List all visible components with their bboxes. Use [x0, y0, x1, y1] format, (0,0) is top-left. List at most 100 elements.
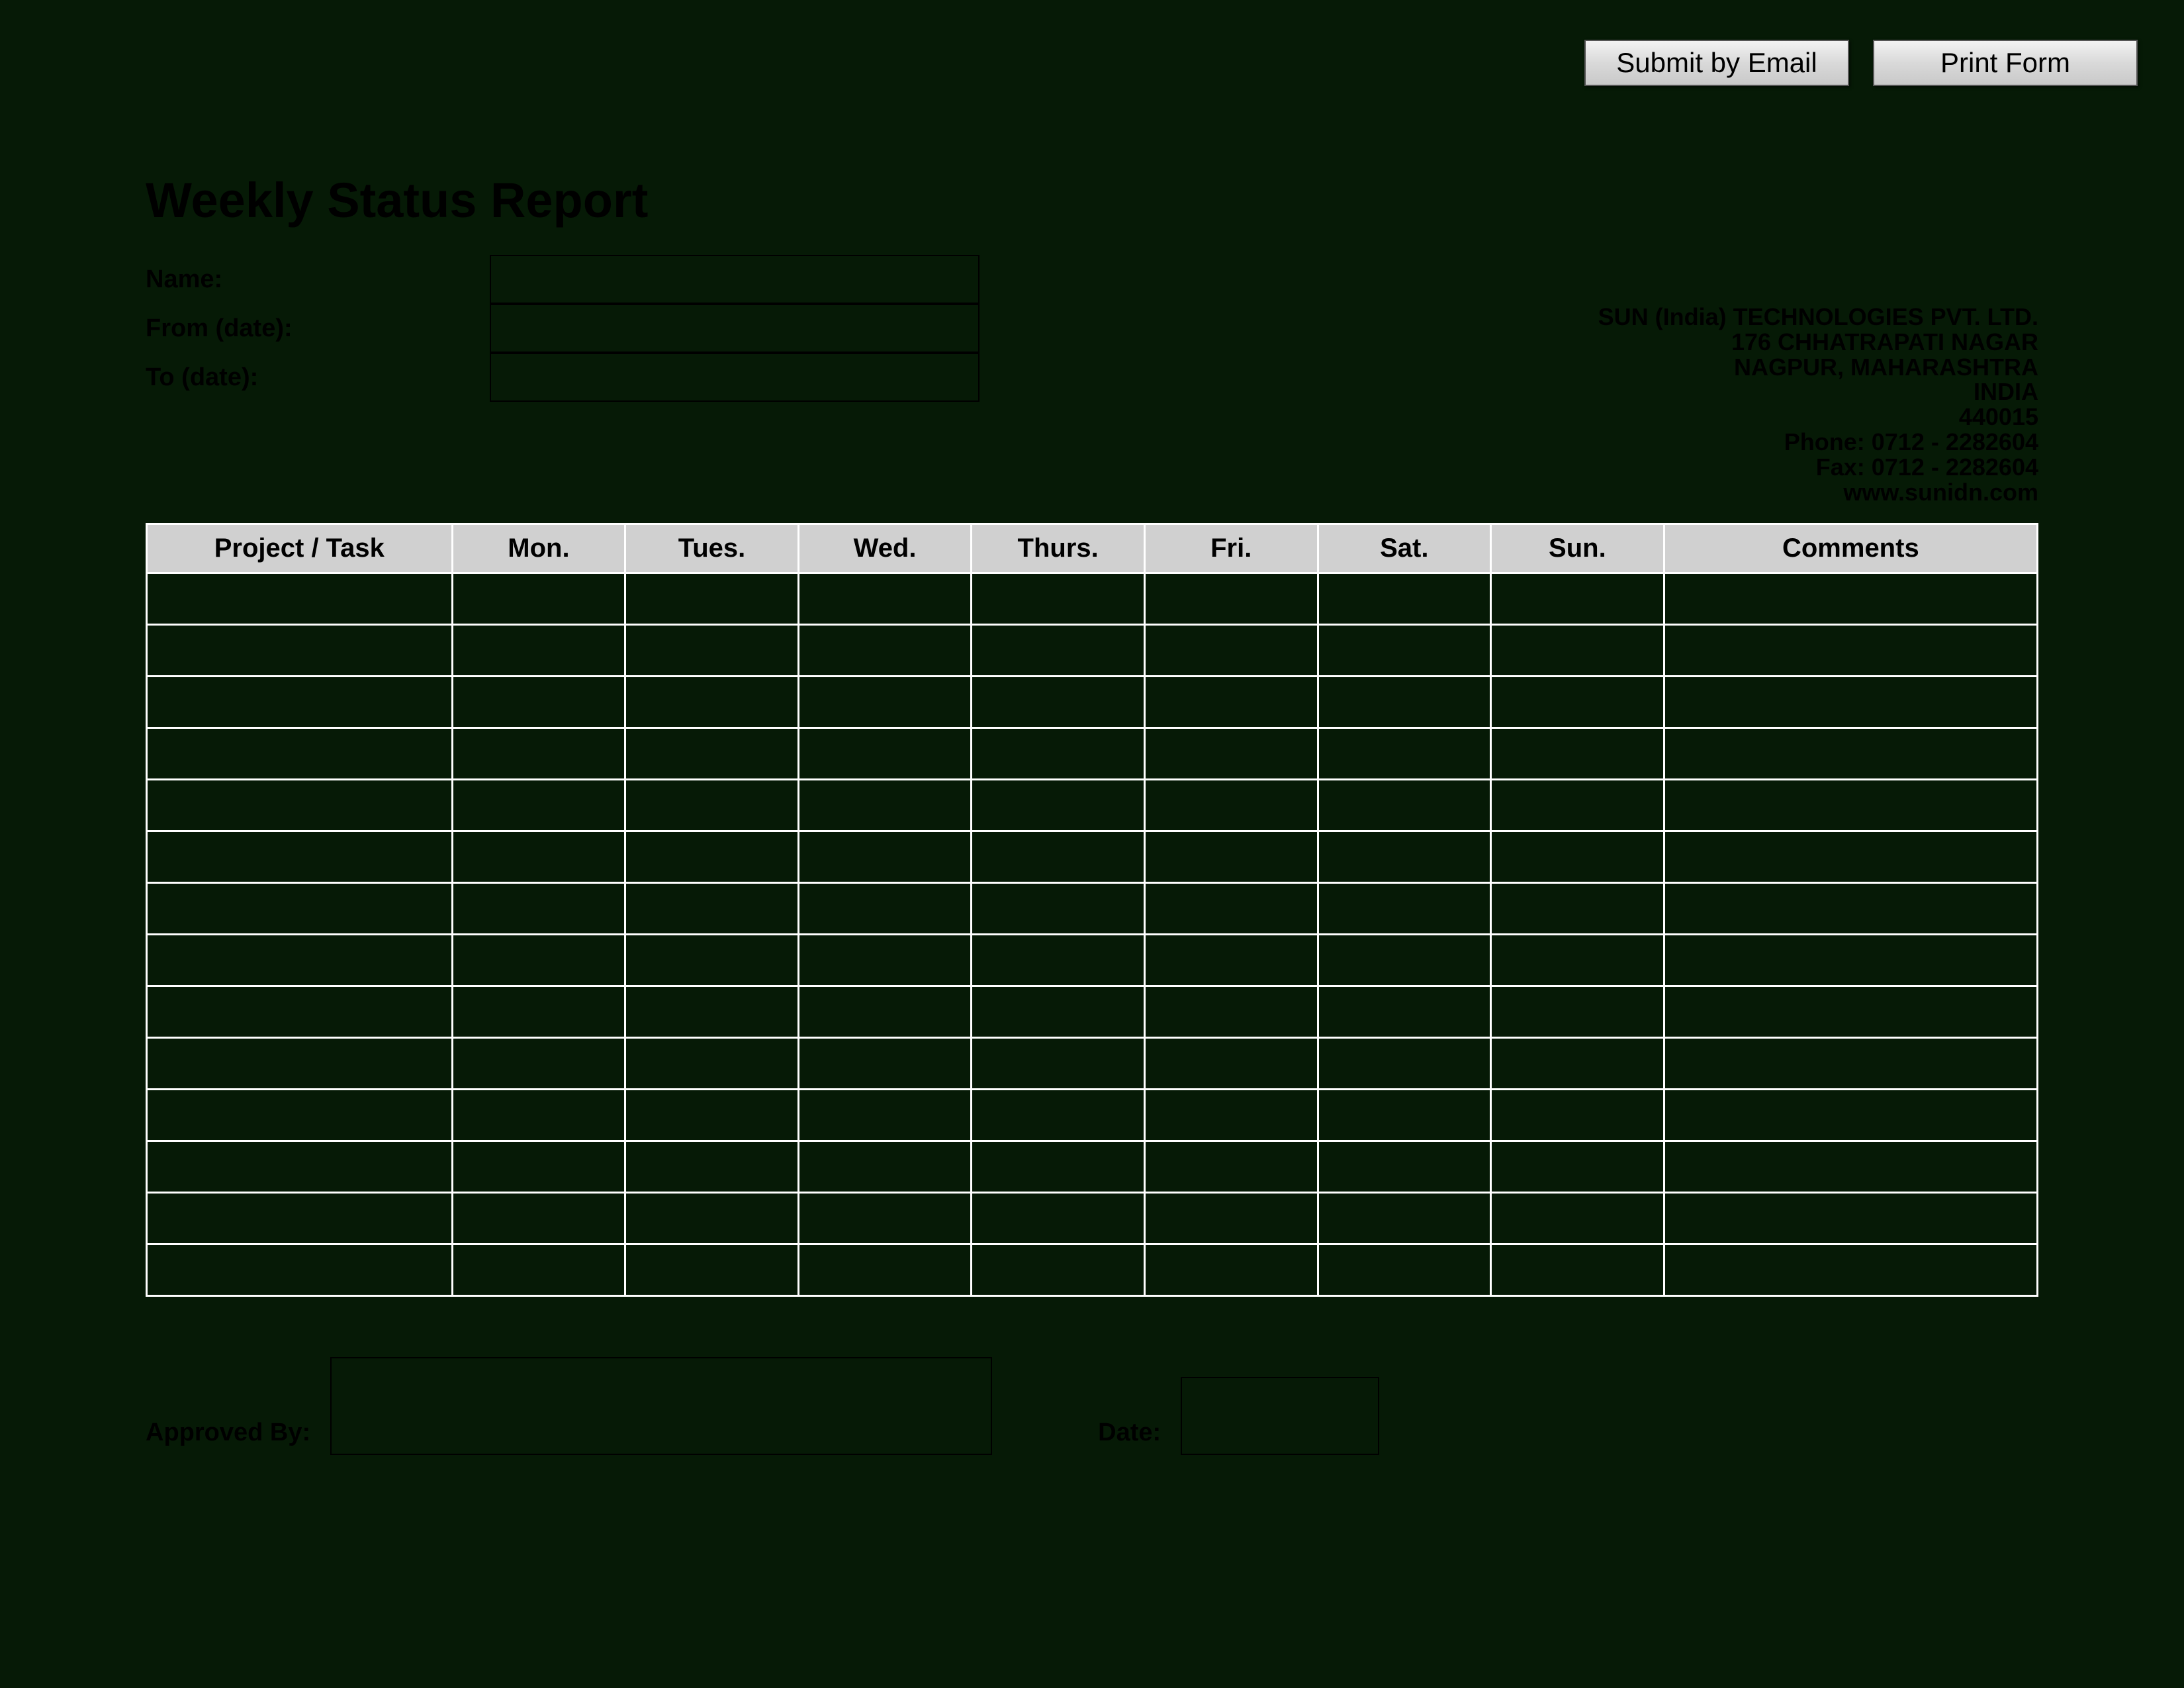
- table-cell[interactable]: [625, 1193, 799, 1244]
- table-cell[interactable]: [1664, 780, 2037, 831]
- name-input[interactable]: [490, 255, 979, 304]
- table-cell[interactable]: [147, 573, 453, 625]
- table-cell[interactable]: [1144, 1193, 1318, 1244]
- table-cell[interactable]: [798, 625, 972, 677]
- table-cell[interactable]: [1491, 986, 1664, 1038]
- approved-by-input[interactable]: [330, 1357, 992, 1455]
- table-cell[interactable]: [147, 935, 453, 986]
- table-cell[interactable]: [1491, 677, 1664, 728]
- table-cell[interactable]: [147, 780, 453, 831]
- table-cell[interactable]: [1144, 1090, 1318, 1141]
- table-cell[interactable]: [1144, 831, 1318, 883]
- table-cell[interactable]: [452, 1090, 625, 1141]
- table-cell[interactable]: [1318, 1090, 1491, 1141]
- table-cell[interactable]: [1491, 1038, 1664, 1090]
- table-cell[interactable]: [1491, 935, 1664, 986]
- table-cell[interactable]: [147, 677, 453, 728]
- table-cell[interactable]: [452, 935, 625, 986]
- table-cell[interactable]: [1144, 728, 1318, 780]
- table-cell[interactable]: [798, 1038, 972, 1090]
- table-cell[interactable]: [1664, 677, 2037, 728]
- table-cell[interactable]: [1318, 625, 1491, 677]
- table-cell[interactable]: [147, 831, 453, 883]
- table-cell[interactable]: [972, 1038, 1145, 1090]
- table-cell[interactable]: [452, 1141, 625, 1193]
- table-cell[interactable]: [1318, 831, 1491, 883]
- table-cell[interactable]: [972, 883, 1145, 935]
- table-cell[interactable]: [1318, 1141, 1491, 1193]
- table-cell[interactable]: [972, 573, 1145, 625]
- table-cell[interactable]: [798, 935, 972, 986]
- table-cell[interactable]: [147, 625, 453, 677]
- table-cell[interactable]: [1144, 883, 1318, 935]
- table-cell[interactable]: [1491, 1244, 1664, 1296]
- table-cell[interactable]: [972, 986, 1145, 1038]
- table-cell[interactable]: [972, 625, 1145, 677]
- table-cell[interactable]: [147, 1141, 453, 1193]
- table-cell[interactable]: [798, 1193, 972, 1244]
- table-cell[interactable]: [452, 883, 625, 935]
- table-cell[interactable]: [452, 1193, 625, 1244]
- table-cell[interactable]: [147, 883, 453, 935]
- table-cell[interactable]: [625, 625, 799, 677]
- submit-by-email-button[interactable]: Submit by Email: [1584, 40, 1849, 86]
- table-cell[interactable]: [1144, 935, 1318, 986]
- table-cell[interactable]: [452, 625, 625, 677]
- table-cell[interactable]: [1318, 1038, 1491, 1090]
- table-cell[interactable]: [798, 677, 972, 728]
- table-cell[interactable]: [452, 1038, 625, 1090]
- print-form-button[interactable]: Print Form: [1873, 40, 2138, 86]
- table-cell[interactable]: [1318, 986, 1491, 1038]
- table-cell[interactable]: [798, 986, 972, 1038]
- table-cell[interactable]: [452, 780, 625, 831]
- table-cell[interactable]: [1664, 1141, 2037, 1193]
- table-cell[interactable]: [147, 728, 453, 780]
- table-cell[interactable]: [972, 1193, 1145, 1244]
- table-cell[interactable]: [1318, 780, 1491, 831]
- table-cell[interactable]: [625, 573, 799, 625]
- table-cell[interactable]: [147, 1038, 453, 1090]
- table-cell[interactable]: [1318, 728, 1491, 780]
- table-cell[interactable]: [1664, 625, 2037, 677]
- table-cell[interactable]: [972, 1141, 1145, 1193]
- table-cell[interactable]: [147, 1090, 453, 1141]
- table-cell[interactable]: [452, 677, 625, 728]
- table-cell[interactable]: [1491, 1090, 1664, 1141]
- table-cell[interactable]: [625, 986, 799, 1038]
- to-date-input[interactable]: [490, 353, 979, 402]
- table-cell[interactable]: [625, 677, 799, 728]
- table-cell[interactable]: [1664, 1038, 2037, 1090]
- table-cell[interactable]: [798, 1244, 972, 1296]
- table-cell[interactable]: [1664, 831, 2037, 883]
- table-cell[interactable]: [1318, 1193, 1491, 1244]
- table-cell[interactable]: [625, 780, 799, 831]
- approval-date-input[interactable]: [1181, 1377, 1379, 1455]
- from-date-input[interactable]: [490, 304, 979, 353]
- table-cell[interactable]: [147, 1244, 453, 1296]
- table-cell[interactable]: [798, 780, 972, 831]
- table-cell[interactable]: [1144, 1038, 1318, 1090]
- table-cell[interactable]: [798, 831, 972, 883]
- table-cell[interactable]: [1144, 1141, 1318, 1193]
- table-cell[interactable]: [452, 831, 625, 883]
- table-cell[interactable]: [1664, 573, 2037, 625]
- table-cell[interactable]: [1664, 935, 2037, 986]
- table-cell[interactable]: [452, 1244, 625, 1296]
- table-cell[interactable]: [625, 1244, 799, 1296]
- table-cell[interactable]: [1664, 728, 2037, 780]
- table-cell[interactable]: [798, 1090, 972, 1141]
- table-cell[interactable]: [1318, 1244, 1491, 1296]
- table-cell[interactable]: [625, 1141, 799, 1193]
- table-cell[interactable]: [798, 728, 972, 780]
- table-cell[interactable]: [1144, 780, 1318, 831]
- table-cell[interactable]: [1318, 883, 1491, 935]
- table-cell[interactable]: [1144, 677, 1318, 728]
- table-cell[interactable]: [972, 677, 1145, 728]
- table-cell[interactable]: [1491, 573, 1664, 625]
- table-cell[interactable]: [972, 780, 1145, 831]
- table-cell[interactable]: [1491, 883, 1664, 935]
- table-cell[interactable]: [1491, 728, 1664, 780]
- table-cell[interactable]: [1491, 1141, 1664, 1193]
- table-cell[interactable]: [1491, 1193, 1664, 1244]
- table-cell[interactable]: [972, 831, 1145, 883]
